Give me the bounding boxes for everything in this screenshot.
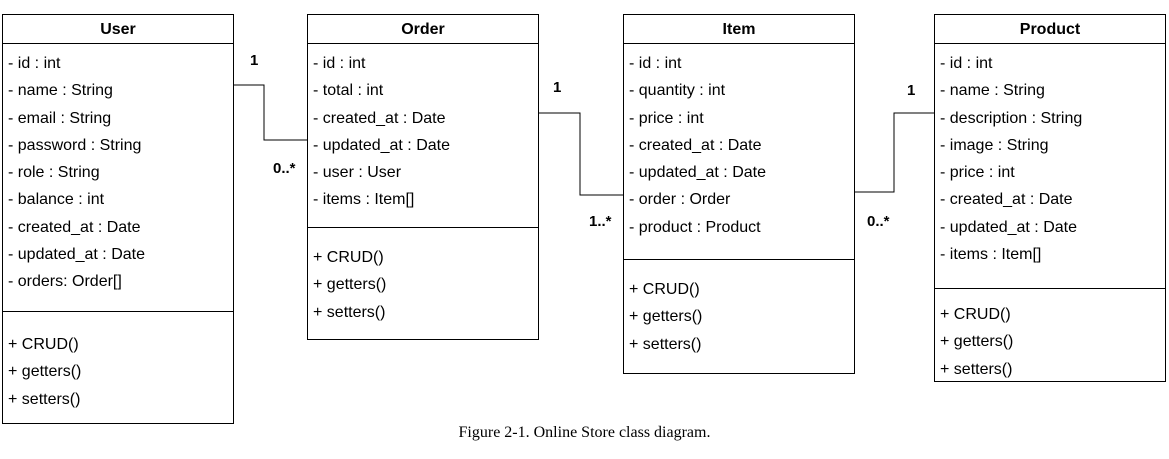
order-class-title: Order bbox=[308, 15, 538, 44]
method: + getters() bbox=[313, 276, 387, 294]
attribute: - created_at : Date bbox=[8, 218, 141, 236]
attribute: - id : int bbox=[940, 55, 993, 72]
item-class-title: Item bbox=[624, 15, 854, 44]
method: + CRUD() bbox=[313, 249, 384, 266]
order-item-association bbox=[539, 112, 623, 196]
attribute: - price : int bbox=[940, 164, 1015, 182]
attribute: - id : int bbox=[313, 55, 366, 72]
product-item-association bbox=[855, 112, 934, 193]
attribute: - email : String bbox=[8, 109, 112, 127]
product-item-multiplicity-source: 1 bbox=[907, 82, 916, 99]
user-attributes: - id : int - name : String - email : Str… bbox=[3, 44, 233, 312]
product-methods: + CRUD() + getters() + setters() bbox=[935, 289, 1165, 383]
method: + CRUD() bbox=[940, 306, 1011, 323]
user-order-association bbox=[234, 84, 307, 141]
method: + CRUD() bbox=[8, 336, 79, 353]
attribute: - quantity : int bbox=[629, 82, 726, 100]
attribute: - total : int bbox=[313, 82, 384, 100]
order-class[interactable]: Order - id : int - total : int - created… bbox=[307, 14, 539, 340]
attribute: - items : Item[] bbox=[313, 191, 415, 209]
product-class-title: Product bbox=[935, 15, 1165, 44]
attribute: - id : int bbox=[629, 55, 682, 72]
user-order-multiplicity-target: 0..* bbox=[273, 160, 296, 177]
attribute: - items : Item[] bbox=[940, 246, 1042, 264]
method: + getters() bbox=[940, 333, 1014, 351]
item-methods: + CRUD() + getters() + setters() bbox=[624, 260, 854, 358]
order-attributes: - id : int - total : int - created_at : … bbox=[308, 44, 538, 228]
item-attributes: - id : int - quantity : int - price : in… bbox=[624, 44, 854, 260]
method: + setters() bbox=[8, 390, 81, 408]
item-class[interactable]: Item - id : int - quantity : int - price… bbox=[623, 14, 855, 374]
user-methods: + CRUD() + getters() + setters() bbox=[3, 312, 233, 413]
order-item-multiplicity-target: 1..* bbox=[589, 213, 612, 230]
attribute: - id : int bbox=[8, 55, 61, 72]
product-class[interactable]: Product - id : int - name : String - des… bbox=[934, 14, 1166, 382]
method: + setters() bbox=[629, 335, 702, 353]
attribute: - created_at : Date bbox=[629, 136, 762, 154]
attribute: - password : String bbox=[8, 136, 142, 154]
user-order-multiplicity-source: 1 bbox=[250, 52, 259, 69]
attribute: - user : User bbox=[313, 164, 402, 182]
attribute: - created_at : Date bbox=[313, 109, 446, 127]
product-item-multiplicity-target: 0..* bbox=[867, 213, 890, 230]
attribute: - updated_at : Date bbox=[8, 246, 145, 264]
figure-caption: Figure 2-1. Online Store class diagram. bbox=[458, 424, 711, 441]
attribute: - description : String bbox=[940, 109, 1083, 127]
attribute: - order : Order bbox=[629, 191, 731, 209]
attribute: - updated_at : Date bbox=[629, 164, 766, 182]
attribute: - updated_at : Date bbox=[940, 218, 1077, 236]
attribute: - name : String bbox=[940, 82, 1045, 100]
method: + setters() bbox=[940, 360, 1013, 378]
user-class-title: User bbox=[3, 15, 233, 44]
attribute: - name : String bbox=[8, 82, 113, 100]
attribute: - balance : int bbox=[8, 191, 105, 209]
user-class[interactable]: User - id : int - name : String - email … bbox=[2, 14, 234, 424]
attribute: - created_at : Date bbox=[940, 191, 1073, 209]
product-attributes: - id : int - name : String - description… bbox=[935, 44, 1165, 289]
attribute: - image : String bbox=[940, 136, 1049, 154]
attribute: - product : Product bbox=[629, 218, 761, 236]
attribute: - orders: Order[] bbox=[8, 273, 122, 291]
order-methods: + CRUD() + getters() + setters() bbox=[308, 228, 538, 326]
order-item-multiplicity-source: 1 bbox=[553, 79, 562, 96]
method: + getters() bbox=[8, 363, 82, 381]
method: + getters() bbox=[629, 308, 703, 326]
method: + setters() bbox=[313, 303, 386, 321]
attribute: - role : String bbox=[8, 164, 100, 182]
attribute: - updated_at : Date bbox=[313, 136, 450, 154]
method: + CRUD() bbox=[629, 281, 700, 298]
attribute: - price : int bbox=[629, 109, 704, 127]
